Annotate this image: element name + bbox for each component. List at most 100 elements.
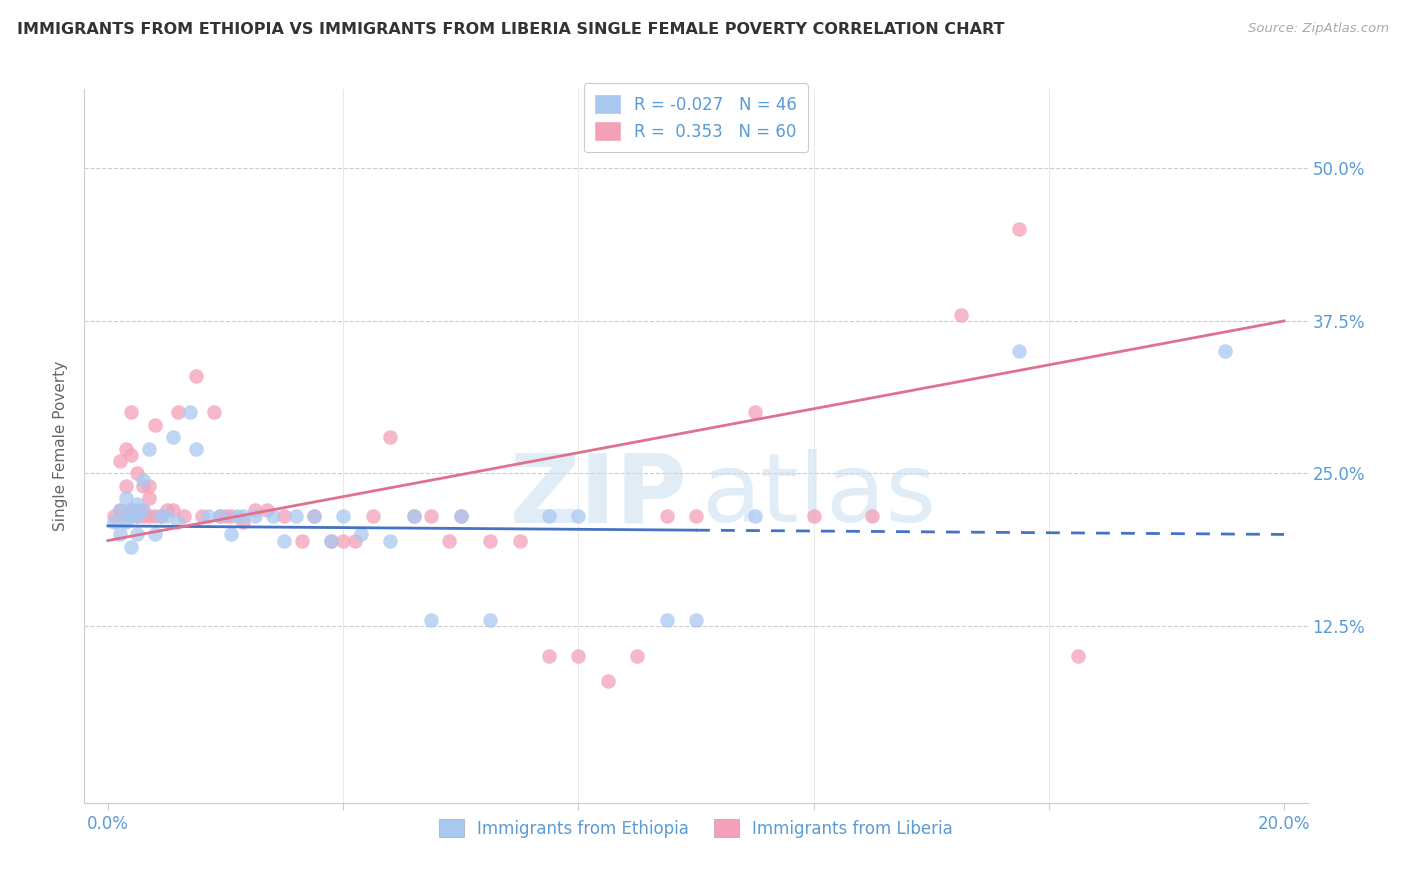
- Point: [143, 527, 166, 541]
- Point: [120, 540, 142, 554]
- Point: [860, 509, 883, 524]
- Point: [132, 509, 155, 524]
- Point: [420, 509, 443, 524]
- Point: [567, 649, 589, 664]
- Point: [149, 509, 172, 524]
- Point: [509, 533, 531, 548]
- Point: [291, 533, 314, 548]
- Point: [744, 405, 766, 419]
- Point: [243, 503, 266, 517]
- Point: [120, 509, 142, 524]
- Point: [232, 515, 254, 529]
- Point: [479, 533, 502, 548]
- Point: [120, 448, 142, 462]
- Point: [1213, 344, 1236, 359]
- Point: [127, 527, 149, 541]
- Y-axis label: Single Female Poverty: Single Female Poverty: [53, 361, 69, 531]
- Point: [162, 430, 184, 444]
- Point: [243, 509, 266, 524]
- Point: [332, 533, 354, 548]
- Point: [191, 509, 214, 524]
- Point: [103, 509, 125, 524]
- Point: [214, 509, 236, 524]
- Point: [596, 673, 619, 688]
- Point: [132, 478, 155, 492]
- Point: [437, 533, 460, 548]
- Point: [803, 509, 825, 524]
- Point: [685, 509, 707, 524]
- Point: [114, 442, 136, 456]
- Text: ZIP: ZIP: [509, 450, 688, 542]
- Point: [685, 613, 707, 627]
- Point: [138, 478, 160, 492]
- Point: [127, 509, 149, 524]
- Point: [143, 509, 166, 524]
- Point: [114, 515, 136, 529]
- Point: [108, 503, 131, 517]
- Point: [302, 509, 325, 524]
- Point: [221, 509, 243, 524]
- Point: [138, 442, 160, 456]
- Point: [1067, 649, 1090, 664]
- Point: [232, 509, 254, 524]
- Point: [343, 533, 366, 548]
- Point: [332, 509, 354, 524]
- Point: [108, 527, 131, 541]
- Point: [184, 368, 207, 383]
- Point: [114, 509, 136, 524]
- Point: [208, 509, 231, 524]
- Point: [184, 442, 207, 456]
- Point: [402, 509, 425, 524]
- Point: [1008, 344, 1031, 359]
- Point: [361, 509, 384, 524]
- Point: [1008, 222, 1031, 236]
- Point: [120, 503, 142, 517]
- Point: [321, 533, 343, 548]
- Point: [132, 503, 155, 517]
- Point: [108, 503, 131, 517]
- Point: [655, 509, 678, 524]
- Point: [143, 417, 166, 432]
- Point: [127, 503, 149, 517]
- Point: [321, 533, 343, 548]
- Point: [949, 308, 972, 322]
- Text: atlas: atlas: [700, 450, 936, 542]
- Point: [626, 649, 648, 664]
- Point: [127, 467, 149, 481]
- Point: [156, 509, 179, 524]
- Point: [114, 491, 136, 505]
- Point: [273, 509, 295, 524]
- Point: [156, 503, 179, 517]
- Point: [262, 509, 284, 524]
- Point: [132, 473, 155, 487]
- Point: [108, 454, 131, 468]
- Point: [350, 527, 373, 541]
- Point: [167, 515, 190, 529]
- Point: [450, 509, 472, 524]
- Point: [655, 613, 678, 627]
- Point: [537, 509, 560, 524]
- Point: [120, 503, 142, 517]
- Text: IMMIGRANTS FROM ETHIOPIA VS IMMIGRANTS FROM LIBERIA SINGLE FEMALE POVERTY CORREL: IMMIGRANTS FROM ETHIOPIA VS IMMIGRANTS F…: [17, 22, 1004, 37]
- Point: [103, 515, 125, 529]
- Point: [380, 533, 402, 548]
- Point: [273, 533, 295, 548]
- Point: [221, 527, 243, 541]
- Point: [256, 503, 278, 517]
- Point: [162, 503, 184, 517]
- Point: [420, 613, 443, 627]
- Legend: Immigrants from Ethiopia, Immigrants from Liberia: Immigrants from Ethiopia, Immigrants fro…: [432, 813, 960, 845]
- Point: [744, 509, 766, 524]
- Point: [173, 509, 195, 524]
- Point: [450, 509, 472, 524]
- Point: [402, 509, 425, 524]
- Point: [149, 509, 172, 524]
- Point: [202, 405, 225, 419]
- Point: [197, 509, 219, 524]
- Point: [138, 509, 160, 524]
- Point: [179, 405, 201, 419]
- Point: [567, 509, 589, 524]
- Point: [380, 430, 402, 444]
- Point: [479, 613, 502, 627]
- Text: Source: ZipAtlas.com: Source: ZipAtlas.com: [1249, 22, 1389, 36]
